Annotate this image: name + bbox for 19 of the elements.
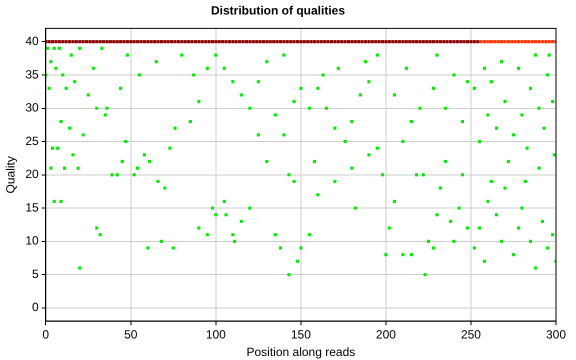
- y-tick-label: 20: [25, 167, 40, 182]
- y-tick-label: 15: [25, 200, 40, 214]
- x-tick-label: 250: [460, 328, 482, 342]
- y-tick-label: 40: [25, 34, 40, 48]
- y-tick-label: 25: [25, 134, 40, 148]
- x-tick-label: 300: [546, 328, 566, 342]
- y-tick-label: 5: [32, 266, 40, 281]
- x-tick-label: 200: [376, 328, 396, 342]
- x-tick-label: 150: [290, 328, 312, 342]
- x-tick-label: 100: [206, 328, 226, 342]
- y-tick-label: 10: [25, 234, 40, 248]
- y-tick-label: 0: [32, 300, 40, 314]
- y-axis-title: Quality: [4, 156, 18, 194]
- x-tick-label: 0: [42, 328, 50, 342]
- y-tick-label: 30: [25, 100, 40, 115]
- chart-title: Distribution of qualities: [211, 4, 346, 18]
- y-tick-label: 35: [25, 67, 40, 82]
- x-tick-label: 50: [124, 328, 138, 342]
- x-axis-title: Position along reads: [246, 345, 356, 360]
